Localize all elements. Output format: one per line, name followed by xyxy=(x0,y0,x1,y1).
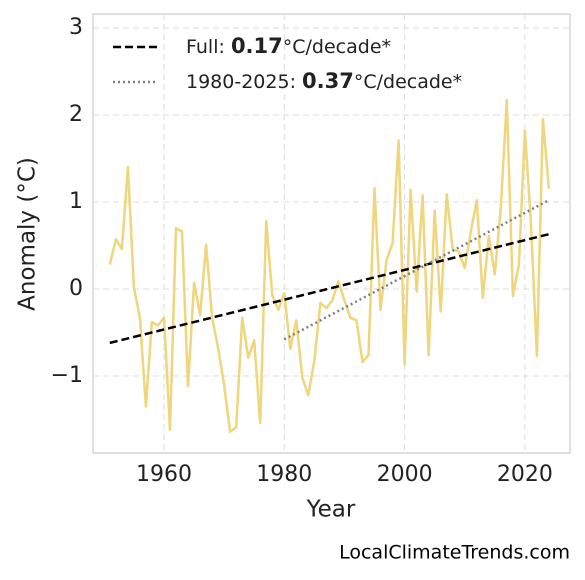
y-axis-label: Anomaly (°C) xyxy=(15,157,41,311)
y-tick-label: 0 xyxy=(69,276,83,301)
legend-label: 1980-2025: 0.37°C/decade* xyxy=(186,69,462,93)
x-tick-label: 1980 xyxy=(256,462,312,487)
legend-label-part: 0.37 xyxy=(302,69,354,93)
legend-label: Full: 0.17°C/decade* xyxy=(186,34,391,58)
x-tick-label: 2020 xyxy=(497,462,553,487)
legend-label-part: 1980-2025: xyxy=(186,71,302,93)
legend-label-part: Full: xyxy=(186,36,231,58)
x-tick-label: 1960 xyxy=(136,462,192,487)
y-tick-label: 3 xyxy=(69,15,83,40)
source: LocalClimateTrends.com xyxy=(339,542,570,564)
legend-label-part: 0.17 xyxy=(231,34,283,58)
trend-line xyxy=(109,232,550,345)
y-tick-label: 1 xyxy=(69,189,83,214)
legend-label-part: °C/decade* xyxy=(354,71,462,93)
x-tick-label: 2000 xyxy=(377,462,433,487)
x-axis-label: Year xyxy=(306,497,356,523)
y-tick-label: 2 xyxy=(69,102,83,127)
data-line xyxy=(108,98,551,433)
legend-label-part: °C/decade* xyxy=(283,36,391,58)
y-tick-label: −1 xyxy=(51,363,83,388)
